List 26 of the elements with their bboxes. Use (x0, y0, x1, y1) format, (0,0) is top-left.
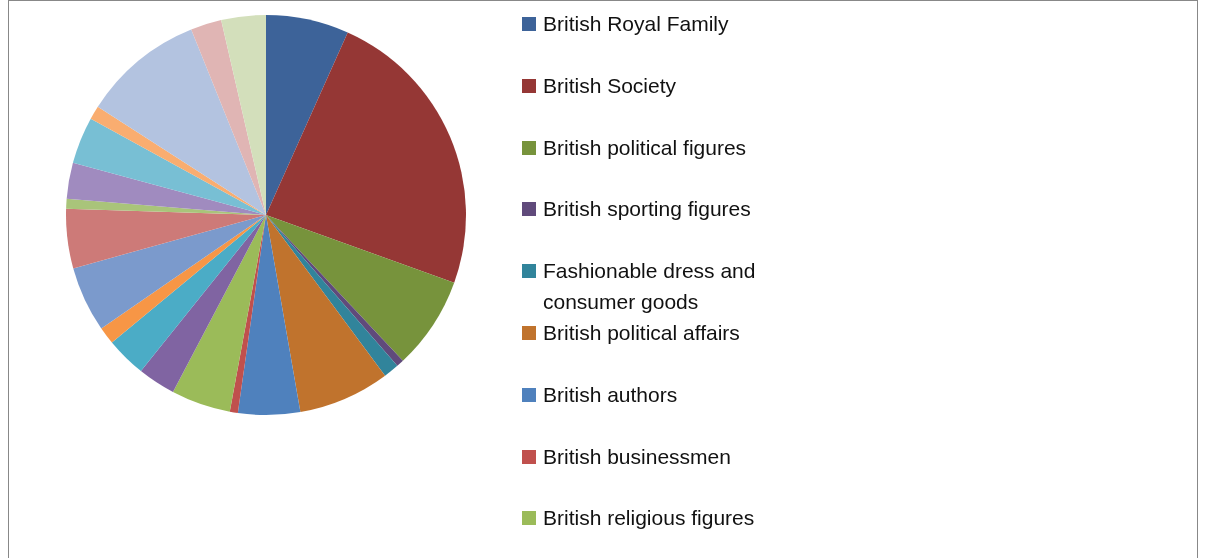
legend-label: Fashionable dress and consumer goods (543, 258, 757, 316)
pie-slice (73, 215, 266, 329)
pie-slice (111, 215, 266, 372)
pie-slice (266, 215, 386, 413)
legend-label: British sporting figures (543, 196, 751, 223)
pie-slice (66, 208, 266, 269)
pie-slice (237, 215, 301, 415)
pie-slice (266, 215, 455, 361)
pie-slice (97, 29, 266, 215)
pie-slice (72, 118, 266, 215)
legend-label: British political figures (543, 134, 747, 161)
pie-slice (266, 32, 466, 283)
legend-label: British religious figures (543, 505, 755, 532)
pie-slice (172, 215, 266, 412)
legend-label: British Royal Family (543, 11, 729, 37)
legend-label: British political affairs (543, 320, 740, 346)
pie-slice (221, 15, 266, 215)
legend-label: British businessmen (543, 443, 731, 470)
legend-label: British authors (543, 381, 678, 408)
pie-slice (101, 215, 266, 343)
legend-label: British Society (543, 72, 677, 99)
pie-slice (140, 215, 266, 393)
pie-slice (66, 162, 266, 215)
pie-slice (266, 15, 348, 215)
pie-slice (191, 20, 266, 215)
pie-slice (90, 106, 266, 215)
